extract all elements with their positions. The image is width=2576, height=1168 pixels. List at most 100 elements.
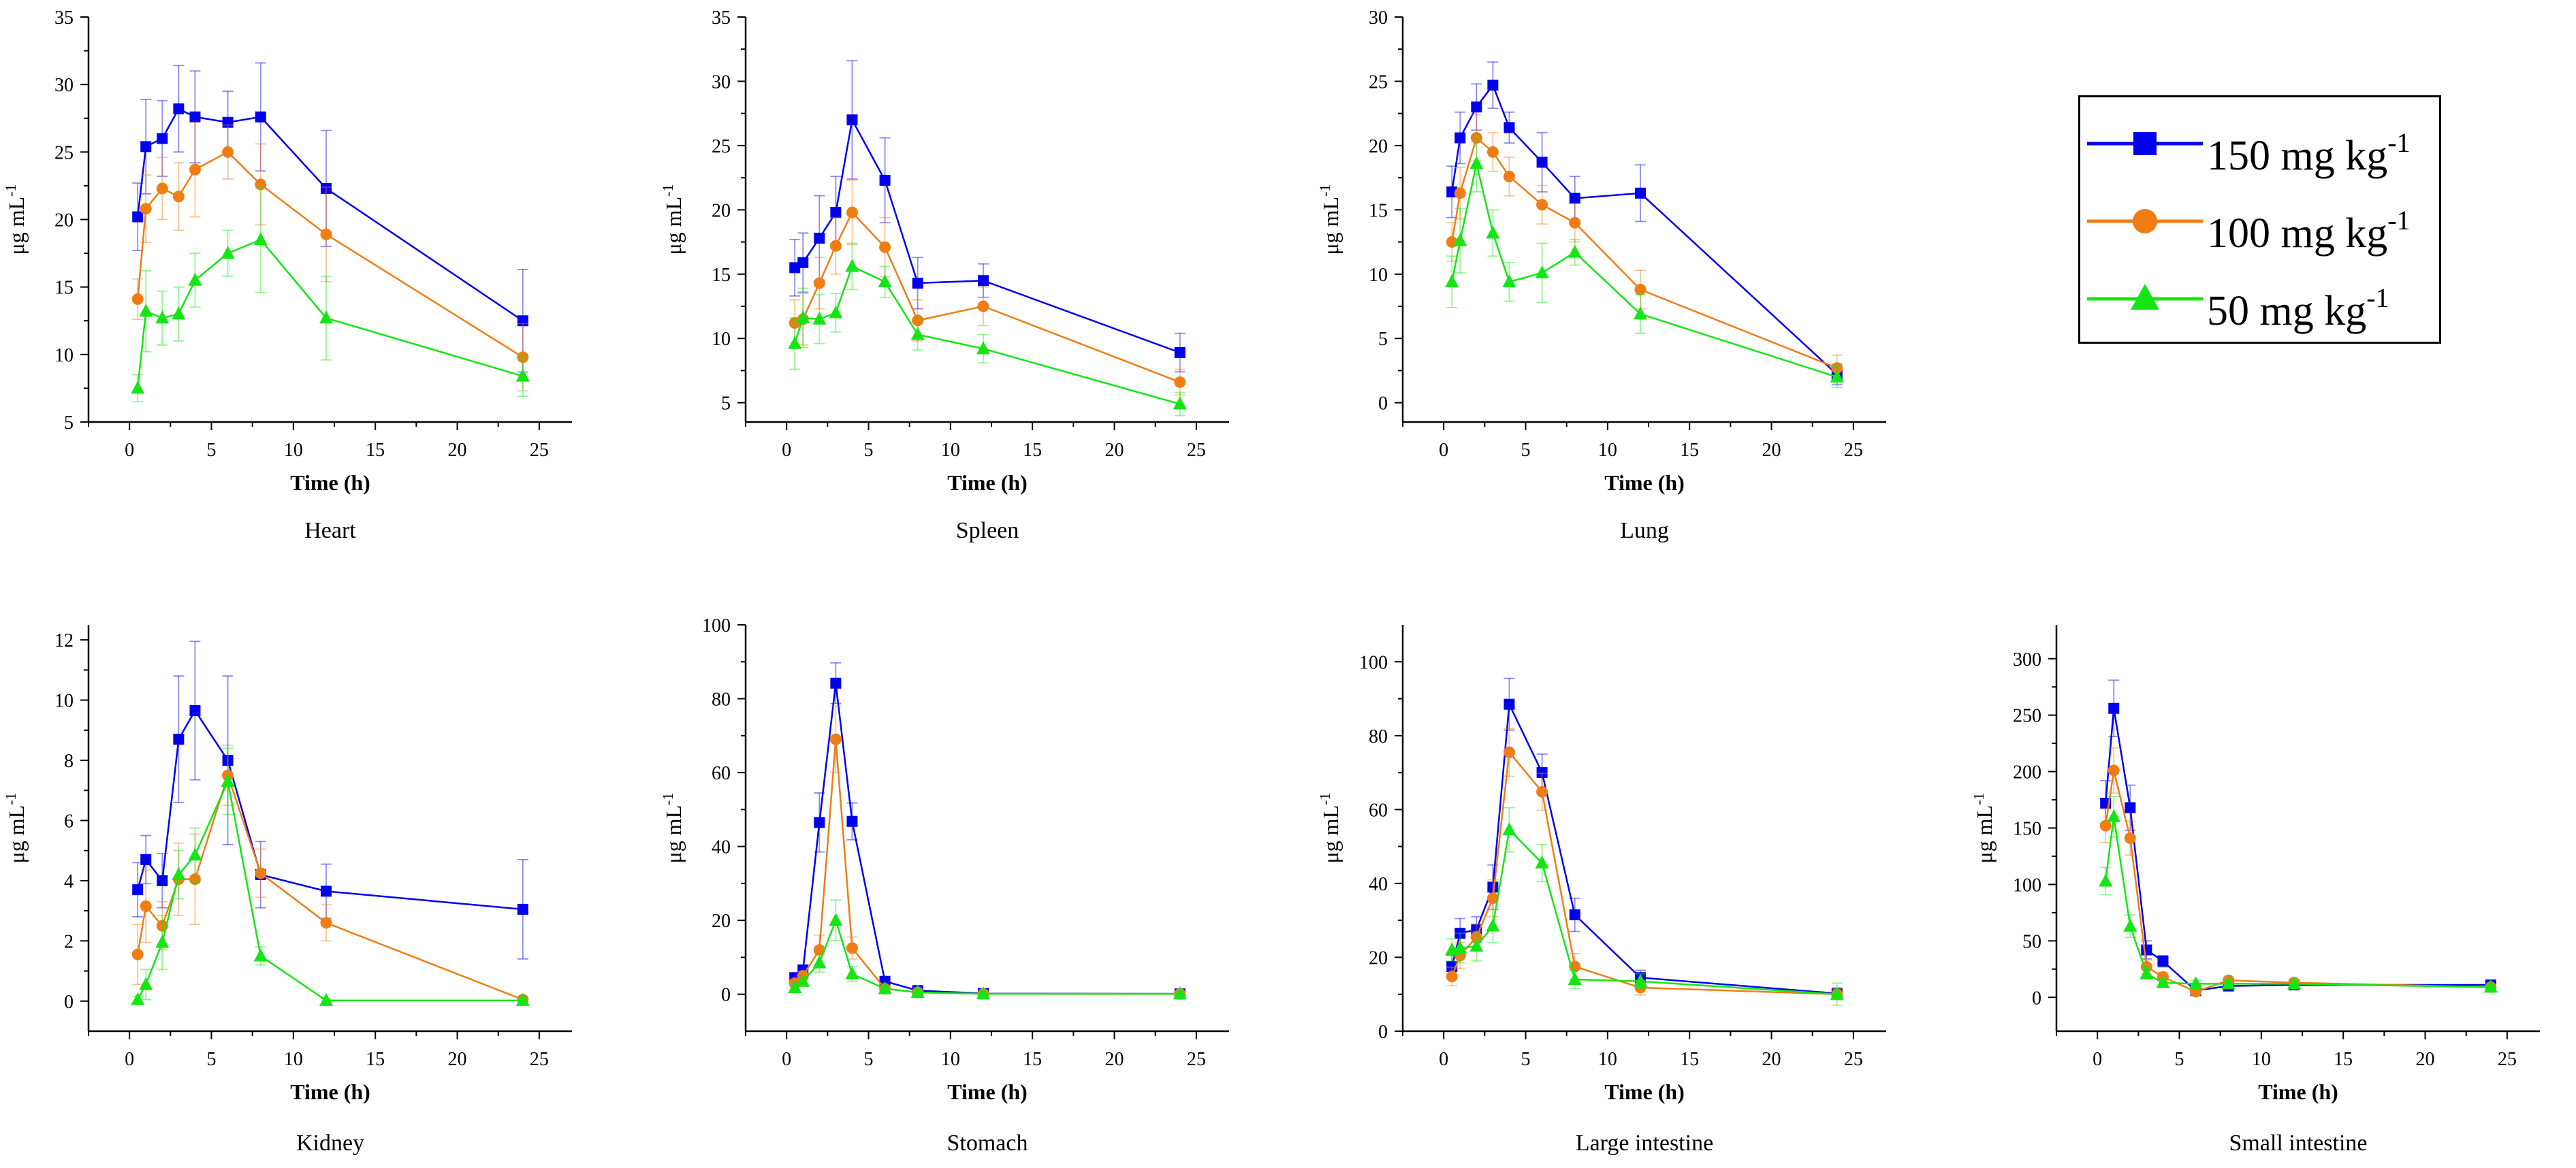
y-axis-label: μg mL-1 [2,184,29,255]
series-50 [131,747,530,1006]
y-tick-label: 35 [54,7,74,29]
data-point [1503,746,1515,758]
y-axis-label-sup: -1 [659,793,676,805]
data-point [189,111,201,123]
y-axis-label-text: μg mL [661,197,686,255]
data-point [1454,187,1466,199]
y-tick-label: 5 [64,412,74,434]
data-point [1830,986,1844,1000]
y-axis-label-text: μg mL [4,197,29,255]
series-100 [131,744,529,1006]
x-tick-label: 0 [125,1049,134,1070]
y-tick-label: 40 [1369,874,1388,895]
data-point [255,178,267,191]
data-point [139,977,153,990]
series-100 [1446,728,1843,1001]
x-tick-label: 20 [1105,1049,1124,1070]
legend-label-150: 150 mg kg-1 [2207,127,2411,179]
data-point [1633,306,1647,320]
y-tick-label: 20 [712,200,731,221]
legend-item-50: 50 mg kg-1 [2080,265,2439,334]
data-point [517,351,529,363]
data-point [1173,396,1187,410]
x-tick-label: 5 [207,1049,217,1070]
chart-panel: 0 5 10 15 20 25 0 20 40 60 80 100 Time (h) μg mL-1 Lar… [1316,625,1886,1156]
y-tick-label: 300 [2013,649,2041,670]
x-tick-label: 25 [530,1049,549,1070]
data-point [1454,132,1466,144]
data-point [319,310,333,324]
x-tick-label: 5 [1521,1049,1531,1070]
data-point [2123,918,2137,932]
y-tick-label: 80 [1369,726,1388,747]
x-tick-label: 15 [366,1049,385,1070]
data-point [157,133,168,144]
y-tick-label: 60 [712,763,731,784]
data-point [2108,764,2120,777]
y-tick-label: 30 [712,71,731,93]
y-tick-label: 0 [64,992,74,1013]
series-50 [1445,807,1844,1006]
y-tick-label: 60 [1369,800,1388,821]
data-point [132,884,144,896]
data-point [2157,956,2169,967]
x-tick-label: 0 [1439,440,1448,461]
y-axis-label-text: μg mL [661,805,686,864]
data-point [156,182,168,195]
data-point [1486,918,1500,932]
y-tick-label: 35 [712,7,731,29]
data-point [813,277,825,289]
data-point [1469,939,1484,952]
legend: 150 mg kg-1 100 mg kg-1 50 mg kg-1 [2078,95,2441,344]
data-point [2483,979,2498,993]
data-point [1454,928,1466,939]
data-point [829,733,842,745]
panel-title: Heart [304,518,356,543]
y-tick-label: 100 [702,615,731,636]
data-point [814,232,825,244]
data-point [846,206,858,218]
series-150 [132,640,528,960]
y-axis-label-text: μg mL [1318,197,1343,255]
data-point [222,146,234,158]
data-point [2125,802,2136,813]
data-point [912,278,923,289]
data-point [1174,347,1186,358]
data-point [1486,892,1499,905]
data-point [253,232,268,246]
x-tick-label: 10 [284,1049,303,1070]
data-point [1535,856,1549,869]
data-point [976,986,990,1000]
data-point [320,917,332,929]
data-point [1536,767,1548,779]
data-point [172,306,186,320]
data-point [830,207,842,218]
data-point [255,867,267,879]
y-tick-label: 4 [64,871,74,892]
y-axis-label-sup: -1 [2,184,19,197]
x-tick-label: 5 [2175,1049,2184,1070]
x-tick-label: 25 [1187,1049,1206,1070]
y-tick-label: 250 [2013,706,2041,727]
data-point [1487,80,1499,91]
data-point [912,314,924,327]
data-point [140,900,152,912]
x-axis-label: Time (h) [947,1080,1028,1104]
data-point [189,705,201,717]
data-point [813,944,825,956]
y-tick-label: 0 [2032,988,2041,1009]
y-tick-label: 0 [1378,1022,1388,1043]
data-point [131,992,145,1005]
x-tick-label: 5 [1521,440,1531,461]
y-axis-label-text: μg mL [1972,805,1997,864]
legend-item-150: 150 mg kg-1 [2080,110,2439,179]
chart-panel: 0 5 10 15 20 25 0 2 4 6 8 10 12 Time (h) μg mL-1 Kidney [2,625,572,1156]
data-point [140,203,152,215]
y-tick-label: 20 [1369,136,1388,157]
x-axis-label: Time (h) [947,470,1028,495]
data-point [2156,975,2170,988]
chart-panel: 0 5 10 15 20 25 0 20 40 60 80 100 Time (h) μg mL-1 Sto… [659,615,1229,1156]
data-point [320,228,332,240]
x-tick-label: 10 [941,1049,960,1070]
data-point [1536,785,1548,798]
